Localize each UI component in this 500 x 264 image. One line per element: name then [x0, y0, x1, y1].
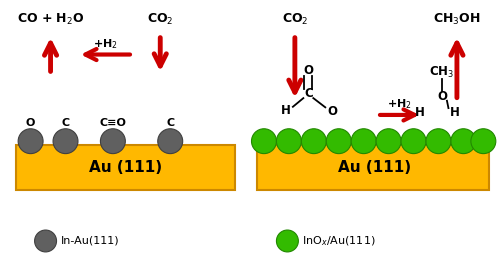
- Ellipse shape: [401, 129, 426, 154]
- Text: CH$_3$OH: CH$_3$OH: [433, 12, 480, 27]
- Ellipse shape: [351, 129, 376, 154]
- Text: C≡O: C≡O: [100, 118, 126, 128]
- Text: O: O: [437, 90, 447, 103]
- Ellipse shape: [276, 230, 298, 252]
- Text: C: C: [304, 87, 312, 100]
- Text: CO + H$_2$O: CO + H$_2$O: [17, 12, 84, 27]
- Ellipse shape: [158, 129, 182, 154]
- Text: C: C: [62, 118, 70, 128]
- Ellipse shape: [53, 129, 78, 154]
- Text: CO$_2$: CO$_2$: [147, 12, 174, 27]
- Text: O: O: [304, 64, 314, 77]
- Text: Au (111): Au (111): [89, 160, 162, 175]
- Text: O: O: [328, 105, 338, 118]
- Ellipse shape: [276, 129, 301, 154]
- Ellipse shape: [471, 129, 496, 154]
- Ellipse shape: [252, 129, 276, 154]
- Ellipse shape: [34, 230, 56, 252]
- Text: H: H: [414, 106, 424, 119]
- Text: O: O: [26, 118, 36, 128]
- Bar: [16, 145, 235, 190]
- Ellipse shape: [100, 129, 126, 154]
- Text: +H$_2$: +H$_2$: [93, 37, 118, 51]
- Ellipse shape: [451, 129, 476, 154]
- Text: Au (111): Au (111): [338, 160, 411, 175]
- Text: InO$_x$/Au(111): InO$_x$/Au(111): [302, 234, 376, 248]
- Ellipse shape: [426, 129, 451, 154]
- Text: C: C: [166, 118, 174, 128]
- Text: H: H: [450, 106, 460, 119]
- Ellipse shape: [376, 129, 401, 154]
- Ellipse shape: [302, 129, 326, 154]
- Text: +H$_2$: +H$_2$: [387, 97, 412, 111]
- Ellipse shape: [326, 129, 351, 154]
- Text: H: H: [280, 105, 290, 117]
- Text: In-Au(111): In-Au(111): [60, 236, 119, 246]
- Bar: [258, 145, 490, 190]
- Ellipse shape: [18, 129, 43, 154]
- Text: CO$_2$: CO$_2$: [282, 12, 308, 27]
- Text: CH$_3$: CH$_3$: [430, 65, 454, 81]
